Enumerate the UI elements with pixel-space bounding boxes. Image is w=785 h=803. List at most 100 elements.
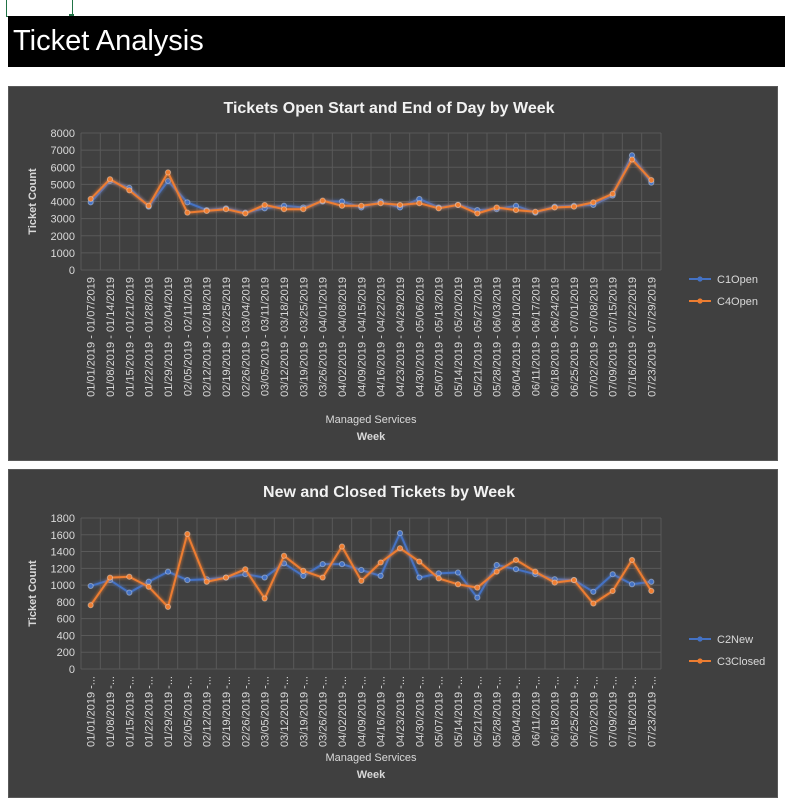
series-c3closed-point [319, 574, 326, 581]
x-tick-label: 04/30/2019 - 05/06/2019 [414, 277, 426, 397]
y-axis-title: Ticket Count [27, 168, 39, 235]
x-tick-label: 03/05/2019 - 03/11/2019 [260, 277, 272, 396]
x-tick-label: 01/08/2019 -... [105, 676, 117, 747]
legend-label-c1open: C1Open [717, 274, 758, 286]
series-c3closed-point [609, 587, 616, 595]
series-c4open-point [261, 201, 268, 209]
x-tick-label: 04/09/2019 - 04/15/2019 [356, 277, 368, 397]
page-title: Ticket Analysis [8, 16, 785, 67]
y-tick-label: 7000 [51, 145, 75, 157]
series-c2new-point [590, 588, 597, 595]
series-c3closed-point [590, 600, 597, 607]
y-tick-label: 1200 [51, 563, 75, 575]
series-c3closed-point [184, 530, 191, 538]
series-c2new-point [145, 578, 152, 585]
y-tick-label: 800 [57, 597, 75, 609]
series-c3closed-point [570, 576, 578, 584]
x-tick-label: 03/19/2019 - 03/25/2019 [298, 277, 310, 397]
series-c4open-point [454, 201, 462, 209]
x-tick-label: 04/23/2019 - 04/29/2019 [395, 277, 407, 397]
x-tick-label: 02/26/2019 -... [240, 676, 252, 747]
series-c3closed-point [261, 595, 268, 602]
x-tick-label: 03/19/2019 -... [298, 676, 310, 747]
legend-marker-c3closed [697, 658, 703, 664]
series-c3closed-point [396, 545, 404, 552]
chart-title: Tickets Open Start and End of Day by Wee… [223, 100, 554, 117]
series-c1open-point [184, 199, 191, 206]
series-c2new-point [512, 566, 520, 573]
series-c2new-point [184, 576, 191, 584]
x-tick-label: 03/05/2019 -... [260, 676, 272, 747]
series-c3closed-point [512, 556, 520, 564]
x-tick-label: 06/11/2019 - 06/17/2019 [530, 277, 542, 396]
series-c4open-point [106, 176, 114, 183]
x-tick-label: 06/25/2019 -... [569, 676, 581, 747]
series-c3closed-point [145, 583, 152, 590]
series-c3closed-point [203, 578, 210, 585]
series-c2new-point [377, 572, 384, 579]
series-c4open-point [609, 190, 616, 197]
x-tick-label: 02/19/2019 - 02/25/2019 [221, 277, 233, 397]
series-c2new-point [126, 589, 133, 596]
selected-cell[interactable] [6, 0, 73, 17]
x-tick-label: 04/30/2019 -... [414, 676, 426, 747]
series-c2new-point [87, 582, 94, 590]
x-axis-title: Week [357, 769, 386, 781]
x-tick-label: 06/04/2019 - 06/10/2019 [511, 277, 523, 397]
x-tick-label: 06/25/2019 - 07/01/2019 [569, 277, 581, 397]
series-c4open-point [377, 200, 384, 207]
legend-label-c2new: C2New [717, 634, 753, 646]
x-tick-label: 01/15/2019 -... [124, 676, 136, 747]
x-tick-label: 05/21/2019 - 05/27/2019 [472, 277, 484, 397]
y-tick-label: 400 [57, 630, 75, 642]
series-c2new-point [396, 530, 404, 537]
series-c4open-point [203, 207, 210, 215]
x-tick-label: 07/16/2019 - 07/22/2019 [627, 277, 639, 397]
series-c3closed-point [377, 559, 384, 566]
series-c4open-point [590, 199, 597, 206]
series-c2new-point [164, 568, 172, 575]
series-c4open-point [474, 210, 481, 217]
x-tick-label: 06/18/2019 - 06/24/2019 [550, 277, 562, 397]
x-tick-label: 01/01/2019 -... [86, 676, 98, 747]
series-c4open-point [358, 202, 365, 209]
series-c3closed-point [300, 567, 307, 574]
y-axis-title: Ticket Count [27, 560, 39, 627]
y-tick-label: 8000 [51, 128, 75, 140]
x-axis-title: Week [357, 431, 386, 443]
chart-title: New and Closed Tickets by Week [263, 484, 515, 501]
x-axis-subtitle: Managed Services [325, 752, 417, 764]
series-c2new-point [435, 570, 442, 577]
y-tick-label: 5000 [51, 179, 75, 191]
x-tick-label: 04/16/2019 -... [376, 676, 388, 747]
legend-marker-c2new [697, 636, 703, 642]
series-c3closed-point [648, 587, 655, 595]
series-c4open-point [242, 210, 249, 217]
x-tick-label: 05/14/2019 -... [453, 676, 465, 747]
x-tick-label: 04/02/2019 - 04/08/2019 [337, 277, 349, 397]
x-tick-label: 03/12/2019 - 03/18/2019 [279, 277, 291, 397]
series-c2new-point [474, 594, 481, 601]
series-c2new-point [454, 569, 462, 576]
series-c4open-point [493, 204, 500, 211]
x-tick-label: 02/12/2019 - 02/18/2019 [202, 277, 214, 397]
series-c3closed-point [551, 579, 558, 586]
x-tick-label: 02/12/2019 -... [202, 676, 214, 747]
chart-new-closed-tickets-canvas: New and Closed Tickets by Week 0 200 400 600… [27, 484, 765, 781]
x-tick-label: 06/04/2019 -... [511, 676, 523, 747]
x-tick-label: 07/09/2019 -... [608, 676, 620, 747]
series-c2new-point [628, 581, 636, 588]
x-tick-label: 05/07/2019 -... [434, 676, 446, 747]
series-c3closed-point [474, 584, 481, 591]
chart-new-closed-tickets[interactable]: New and Closed Tickets by Week 0 200 400 600… [8, 469, 778, 798]
x-tick-label: 07/09/2019 - 07/15/2019 [608, 277, 620, 397]
x-axis-subtitle: Managed Services [325, 414, 417, 426]
series-c3closed-point [454, 581, 462, 588]
y-tick-label: 600 [57, 614, 75, 626]
series-c3closed-line [89, 532, 653, 608]
series-c2new-point [358, 566, 365, 574]
x-tick-label: 01/22/2019 - 01/28/2019 [144, 277, 156, 397]
series-c4open-point [570, 203, 578, 210]
chart-open-tickets[interactable]: Tickets Open Start and End of Day by Wee… [8, 86, 778, 461]
x-tick-label: 07/23/2019 -... [646, 676, 658, 747]
